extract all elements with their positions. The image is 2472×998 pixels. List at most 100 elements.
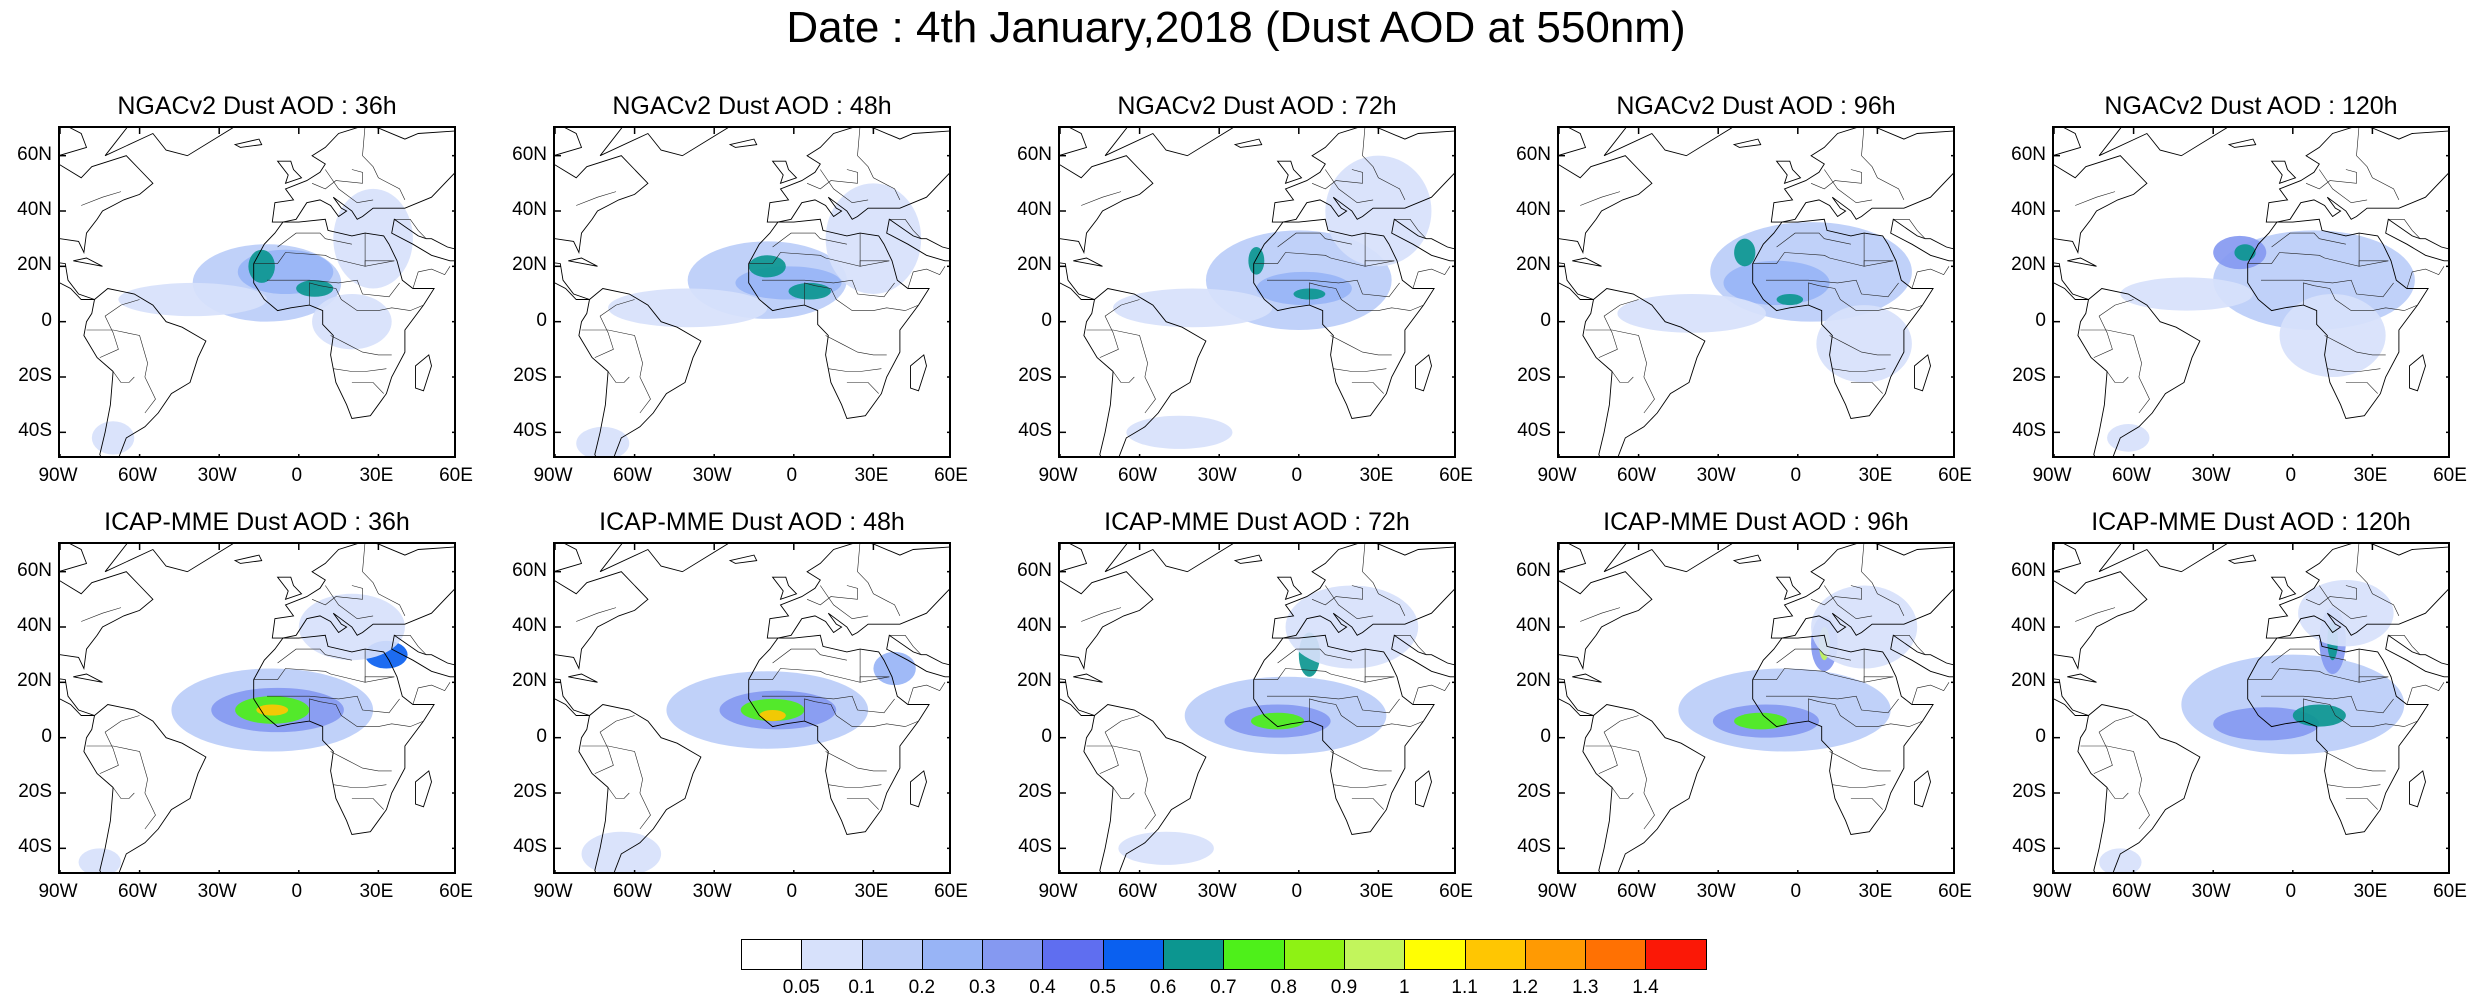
- lon-tick-label: 30E: [1858, 881, 1893, 902]
- country-border: [1351, 382, 1384, 394]
- country-border: [2345, 382, 2378, 394]
- country-border: [2356, 128, 2400, 201]
- colorbar-swatch: [1585, 939, 1647, 970]
- lon-tick-label: 0: [1291, 465, 1303, 486]
- coastline: [2265, 128, 2448, 223]
- country-border: [277, 648, 352, 664]
- coastline: [578, 288, 702, 456]
- coastline: [910, 354, 927, 392]
- country-border: [1580, 607, 1621, 622]
- country-border: [1611, 371, 1634, 383]
- country-border: [1829, 751, 1891, 772]
- coastline: [1391, 218, 1454, 262]
- coastline: [766, 128, 949, 223]
- map-canvas: [60, 128, 454, 456]
- coastline: [1104, 544, 1234, 573]
- coastline: [415, 354, 432, 392]
- country-border: [1325, 169, 1374, 204]
- country-border: [581, 745, 651, 830]
- panel-title: ICAP-MME Dust AOD : 96h: [1603, 508, 1909, 536]
- dust-plume: [2279, 294, 2386, 377]
- dust-plume: [1617, 294, 1766, 333]
- country-border: [333, 784, 387, 788]
- lat-tick-label: 0: [1540, 725, 1551, 747]
- figure-title: Date : 4th January,2018 (Dust AOD at 550…: [786, 3, 1686, 52]
- coastline: [1770, 544, 1953, 639]
- lon-tick-label: 30W: [1197, 881, 1237, 902]
- lat-tick-label: 40S: [1018, 420, 1052, 442]
- lat-tick-label: 60N: [512, 559, 547, 581]
- lat-tick-label: 20S: [1517, 365, 1551, 386]
- country-border: [889, 219, 922, 239]
- coastline: [578, 704, 702, 872]
- lon-tick-label: 30E: [1858, 465, 1893, 486]
- lat-tick-label: 0: [536, 725, 547, 747]
- lat-tick-label: 20N: [2011, 670, 2046, 692]
- coastline: [886, 218, 949, 262]
- lat-tick-label: 40S: [1517, 836, 1551, 858]
- map-canvas: [1060, 128, 1454, 456]
- coastline: [2067, 257, 2097, 267]
- dust-aod-map: [58, 542, 456, 874]
- coastline: [2067, 673, 2097, 683]
- coastline: [1060, 544, 1154, 716]
- country-border: [2319, 169, 2368, 204]
- colorbar-label: 0.9: [1330, 977, 1358, 998]
- dust-plume: [608, 288, 768, 328]
- coastline: [568, 257, 598, 267]
- country-border: [2080, 329, 2150, 414]
- lon-tick-label: 60E: [2433, 465, 2467, 486]
- colorbar-swatch: [861, 939, 924, 970]
- lat-tick-label: 20N: [512, 670, 547, 692]
- country-border: [2327, 784, 2381, 788]
- country-border: [81, 191, 122, 206]
- panel-title: ICAP-MME Dust AOD : 72h: [1104, 508, 1410, 536]
- lat-tick-label: 0: [536, 309, 547, 331]
- colorbar-swatch: [1102, 939, 1165, 970]
- panel-title: NGACv2 Dust AOD : 72h: [1117, 92, 1397, 120]
- panel-title: NGACv2 Dust AOD : 48h: [612, 92, 892, 120]
- lon-tick-label: 60W: [1118, 881, 1158, 902]
- lat-tick-label: 20N: [1516, 670, 1551, 692]
- lon-tick-label: 60W: [118, 465, 158, 486]
- country-border: [330, 335, 392, 356]
- dust-plume: [1816, 305, 1912, 383]
- lon-tick-label: 60E: [1938, 465, 1972, 486]
- coastline: [253, 634, 435, 835]
- colorbar-swatch: [1343, 939, 1406, 970]
- coastline: [1391, 634, 1454, 678]
- coastline: [233, 138, 263, 148]
- map-canvas: [60, 544, 454, 872]
- coastline: [2409, 770, 2426, 808]
- country-border: [846, 798, 879, 810]
- panel-title: ICAP-MME Dust AOD : 48h: [599, 508, 905, 536]
- dust-aod-map: [1058, 126, 1456, 458]
- lon-tick-label: 60W: [1617, 465, 1657, 486]
- coastline: [2227, 138, 2257, 148]
- country-border: [2406, 682, 2445, 705]
- country-border: [804, 698, 919, 727]
- colorbar-swatch: [1645, 939, 1708, 970]
- country-border: [889, 635, 922, 655]
- colorbar-label: 0.8: [1270, 977, 1297, 998]
- country-border: [1766, 279, 1899, 298]
- country-border: [607, 787, 630, 799]
- country-border: [2388, 219, 2421, 239]
- country-border: [309, 282, 424, 311]
- lon-tick-label: 60W: [613, 465, 653, 486]
- lat-tick-label: 20S: [1517, 781, 1551, 802]
- country-border: [86, 745, 156, 830]
- country-border: [333, 368, 387, 372]
- dust-plume: [759, 710, 786, 722]
- lon-tick-label: 30W: [197, 465, 237, 486]
- country-border: [2305, 585, 2357, 606]
- lat-tick-label: 40N: [1516, 199, 1551, 220]
- country-border: [1824, 585, 1873, 620]
- lon-tick-label: 60W: [2112, 881, 2152, 902]
- country-border: [362, 544, 406, 617]
- dust-plume: [2234, 244, 2256, 261]
- country-border: [1776, 648, 1851, 664]
- country-border: [762, 695, 895, 714]
- coastline: [1732, 138, 1762, 148]
- country-border: [1598, 715, 1639, 774]
